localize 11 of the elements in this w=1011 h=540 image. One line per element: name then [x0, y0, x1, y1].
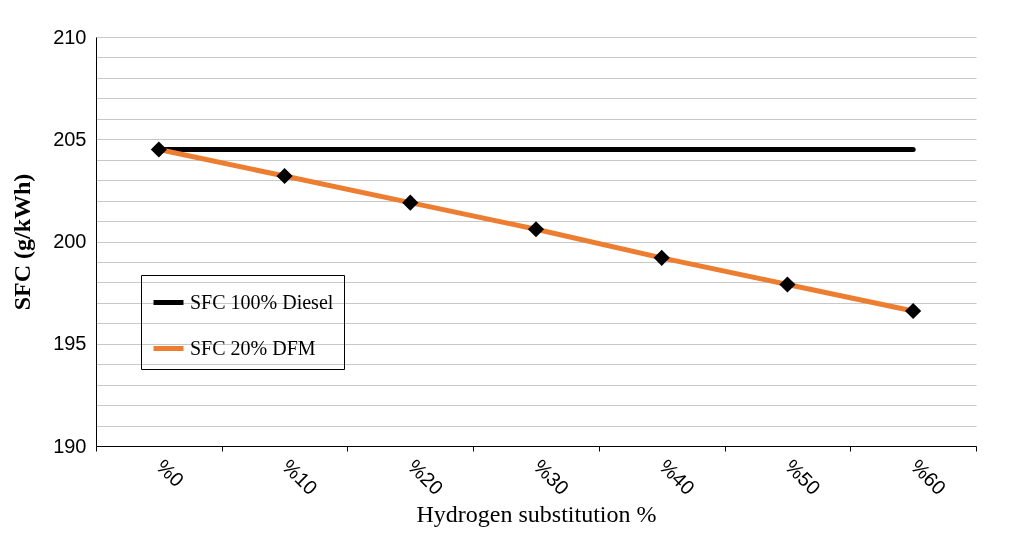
- y-tick-label: 205: [53, 127, 87, 150]
- y-tick-label: 200: [53, 230, 87, 252]
- y-tick-label: 190: [53, 434, 87, 457]
- y-tick-label: 210: [53, 25, 87, 48]
- legend-label: SFC 20% DFM: [190, 336, 316, 359]
- y-axis-title: SFC (g/kWh): [9, 173, 36, 311]
- x-tick-label: %0: [152, 455, 189, 492]
- legend-label: SFC 100% Diesel: [190, 290, 334, 313]
- x-axis-title: Hydrogen substitution %: [416, 500, 657, 527]
- point: [150, 141, 167, 158]
- y-tick-label: 195: [53, 332, 87, 355]
